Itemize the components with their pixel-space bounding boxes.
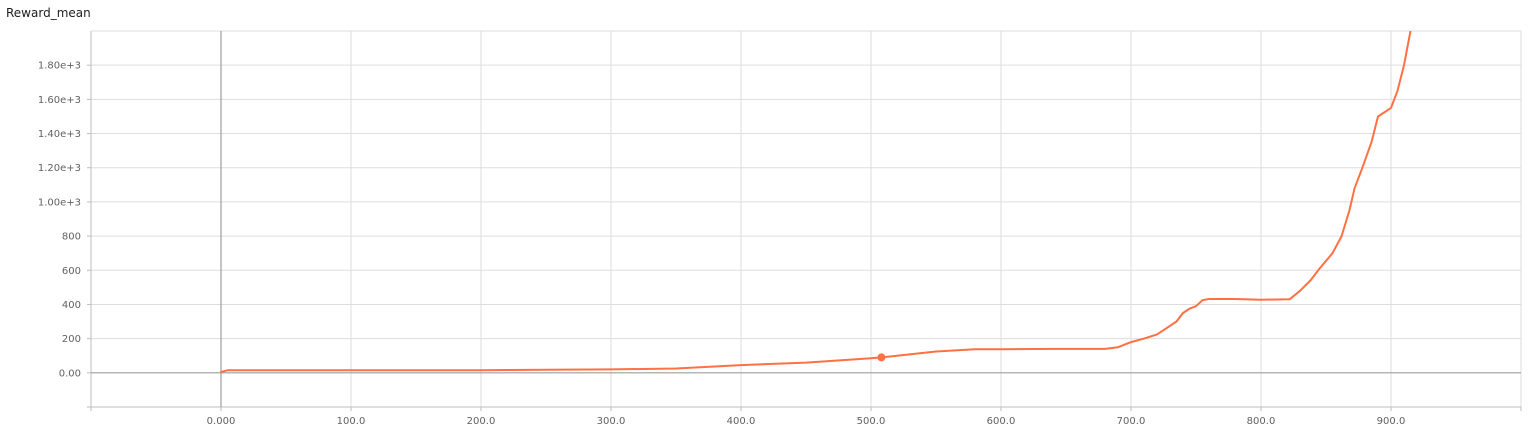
y-tick-label: 400 <box>62 300 81 311</box>
x-tick-label: 300.0 <box>597 416 626 427</box>
y-tick-label: 1.00e+3 <box>38 197 81 208</box>
x-tick-label: 400.0 <box>727 416 756 427</box>
x-tick-label: 500.0 <box>857 416 886 427</box>
label-layer: 0.000 100.0 200.0 300.0 400.0 500.0 600.0 700.0… <box>38 61 1405 427</box>
grid-layer <box>91 30 1522 407</box>
y-tick-label: 800 <box>62 232 81 243</box>
series-line <box>220 31 1412 373</box>
y-tick-label: 200 <box>62 334 81 345</box>
y-tick-label: 0.00 <box>59 368 81 379</box>
x-tick-label: 800.0 <box>1247 416 1276 427</box>
x-tick-label: 100.0 <box>337 416 366 427</box>
x-tick-label: 600.0 <box>987 416 1016 427</box>
x-tick-label: 700.0 <box>1117 416 1146 427</box>
line-layer <box>220 31 1412 373</box>
axis-layer <box>87 31 1522 411</box>
x-tick-label: 200.0 <box>467 416 496 427</box>
y-tick-label: 600 <box>62 266 81 277</box>
y-tick-label: 1.60e+3 <box>38 95 81 106</box>
y-tick-label: 1.20e+3 <box>38 163 81 174</box>
highlight-point <box>877 353 886 362</box>
y-tick-label: 1.40e+3 <box>38 129 81 140</box>
x-tick-label: 0.000 <box>207 416 236 427</box>
chart-title: Reward_mean <box>6 6 91 20</box>
x-tick-label: 900.0 <box>1377 416 1406 427</box>
y-tick-label: 1.80e+3 <box>38 61 81 72</box>
